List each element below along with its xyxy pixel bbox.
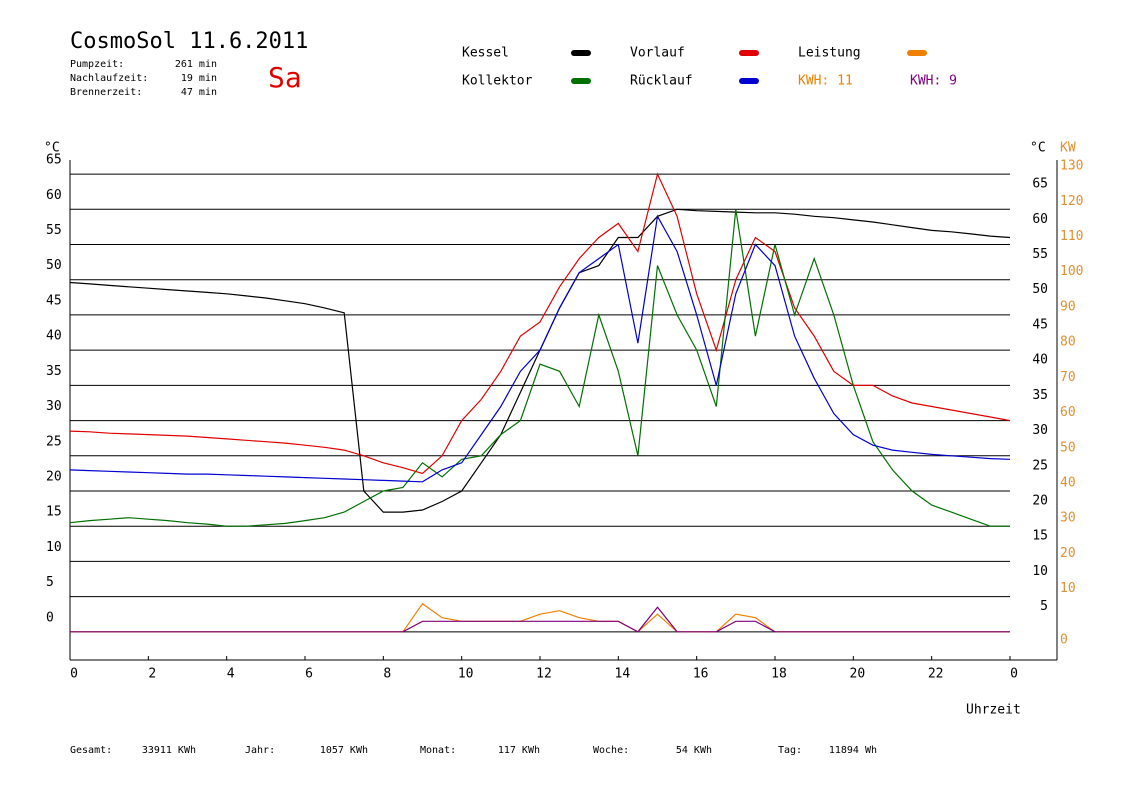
y-right-tick-label: 35: [1032, 388, 1048, 403]
footer-label: Gesamt:: [70, 745, 112, 756]
y-right-tick-label: 15: [1032, 529, 1048, 544]
legend-label: Leistung: [798, 46, 861, 61]
kwh-total: KWH: 9: [910, 74, 957, 89]
footer-value: 54 KWh: [676, 745, 712, 756]
series-line: [69, 214, 1011, 483]
y-right-tick-label: 60: [1032, 212, 1048, 227]
series-line: [70, 606, 1010, 633]
y2-tick-label: 60: [1060, 405, 1076, 420]
legend-label: Kollektor: [462, 74, 533, 89]
y2-tick-label: 120: [1060, 194, 1083, 209]
y-tick-label: 5: [46, 575, 54, 590]
x-tick-label: 6: [305, 667, 313, 682]
footer-label: Woche:: [593, 745, 629, 756]
y-tick-label: 50: [46, 258, 62, 273]
x-tick-label: 20: [850, 667, 866, 682]
series-line: [69, 208, 1011, 513]
y2-tick-label: 50: [1060, 440, 1076, 455]
x-tick-label: 8: [383, 667, 391, 682]
stat-label: Nachlaufzeit:: [70, 73, 148, 84]
y-tick-label: 15: [46, 505, 62, 520]
y-tick-label: 10: [46, 540, 62, 555]
x-tick-label: 0: [1010, 667, 1018, 682]
x-tick-label: 0: [70, 667, 78, 682]
x-tick-label: 14: [615, 667, 631, 682]
stat-value: 47 min: [181, 87, 217, 98]
series-line: [69, 209, 1010, 527]
legend-label: Rücklauf: [630, 74, 693, 89]
kwh-total: KWH: 11: [798, 74, 853, 89]
footer-label: Tag:: [778, 745, 802, 756]
stat-value: 19 min: [181, 73, 217, 84]
x-tick-label: 12: [536, 667, 552, 682]
y2-tick-label: 100: [1060, 264, 1083, 279]
y-tick-label: 20: [46, 469, 62, 484]
footer-value: 33911 KWh: [142, 745, 196, 756]
day-label: Sa: [268, 61, 302, 94]
y-right-tick-label: 50: [1032, 282, 1048, 297]
y2-tick-label: 90: [1060, 299, 1076, 314]
y-right-label: °C: [1030, 141, 1046, 156]
stat-label: Brennerzeit:: [70, 87, 142, 98]
y-right-tick-label: 10: [1032, 564, 1048, 579]
y-right-tick-label: 30: [1032, 423, 1048, 438]
x-tick-label: 10: [458, 667, 474, 682]
footer-label: Monat:: [420, 745, 456, 756]
legend-label: Kessel: [462, 46, 509, 61]
y2-tick-label: 40: [1060, 475, 1076, 490]
x-axis-label: Uhrzeit: [966, 703, 1021, 718]
y2-tick-label: 30: [1060, 511, 1076, 526]
stat-label: Pumpzeit:: [70, 59, 124, 70]
y2-tick-label: 80: [1060, 335, 1076, 350]
y-tick-label: 40: [46, 329, 62, 344]
x-tick-label: 22: [928, 667, 944, 682]
y-tick-label: 60: [46, 188, 62, 203]
x-tick-label: 18: [771, 667, 787, 682]
footer-value: 1057 KWh: [320, 745, 368, 756]
y-tick-label: 0: [46, 610, 54, 625]
x-tick-label: 2: [148, 667, 156, 682]
y-right-tick-label: 5: [1040, 599, 1048, 614]
y-right-tick-label: 25: [1032, 458, 1048, 473]
y-tick-label: 25: [46, 434, 62, 449]
y-right-tick-label: 40: [1032, 353, 1048, 368]
footer-value: 11894 Wh: [829, 745, 877, 756]
legend-label: Vorlauf: [630, 46, 685, 61]
y-tick-label: 30: [46, 399, 62, 414]
stat-value: 261 min: [175, 59, 217, 70]
y2-tick-label: 130: [1060, 159, 1083, 174]
footer-value: 117 KWh: [498, 745, 540, 756]
y-right-tick-label: 55: [1032, 247, 1048, 262]
y-right-tick-label: 45: [1032, 317, 1048, 332]
y2-tick-label: 0: [1060, 632, 1068, 647]
y-tick-label: 55: [46, 223, 62, 238]
y2-tick-label: 110: [1060, 229, 1083, 244]
y-right-tick-label: 65: [1032, 177, 1048, 192]
y-axis-label: °C: [44, 141, 60, 156]
y-right-tick-label: 20: [1032, 493, 1048, 508]
y-tick-label: 35: [46, 364, 62, 379]
y-tick-label: 45: [46, 293, 62, 308]
series-line: [70, 602, 1010, 633]
y2-tick-label: 20: [1060, 546, 1076, 561]
y2-axis-label: KW: [1060, 141, 1076, 156]
x-tick-label: 4: [227, 667, 235, 682]
chart-title: CosmoSol 11.6.2011: [70, 29, 308, 54]
y2-tick-label: 10: [1060, 581, 1076, 596]
x-tick-label: 16: [693, 667, 709, 682]
y-tick-label: 65: [46, 153, 62, 168]
footer-label: Jahr:: [245, 745, 275, 756]
y2-tick-label: 70: [1060, 370, 1076, 385]
series-line: [69, 172, 1011, 475]
